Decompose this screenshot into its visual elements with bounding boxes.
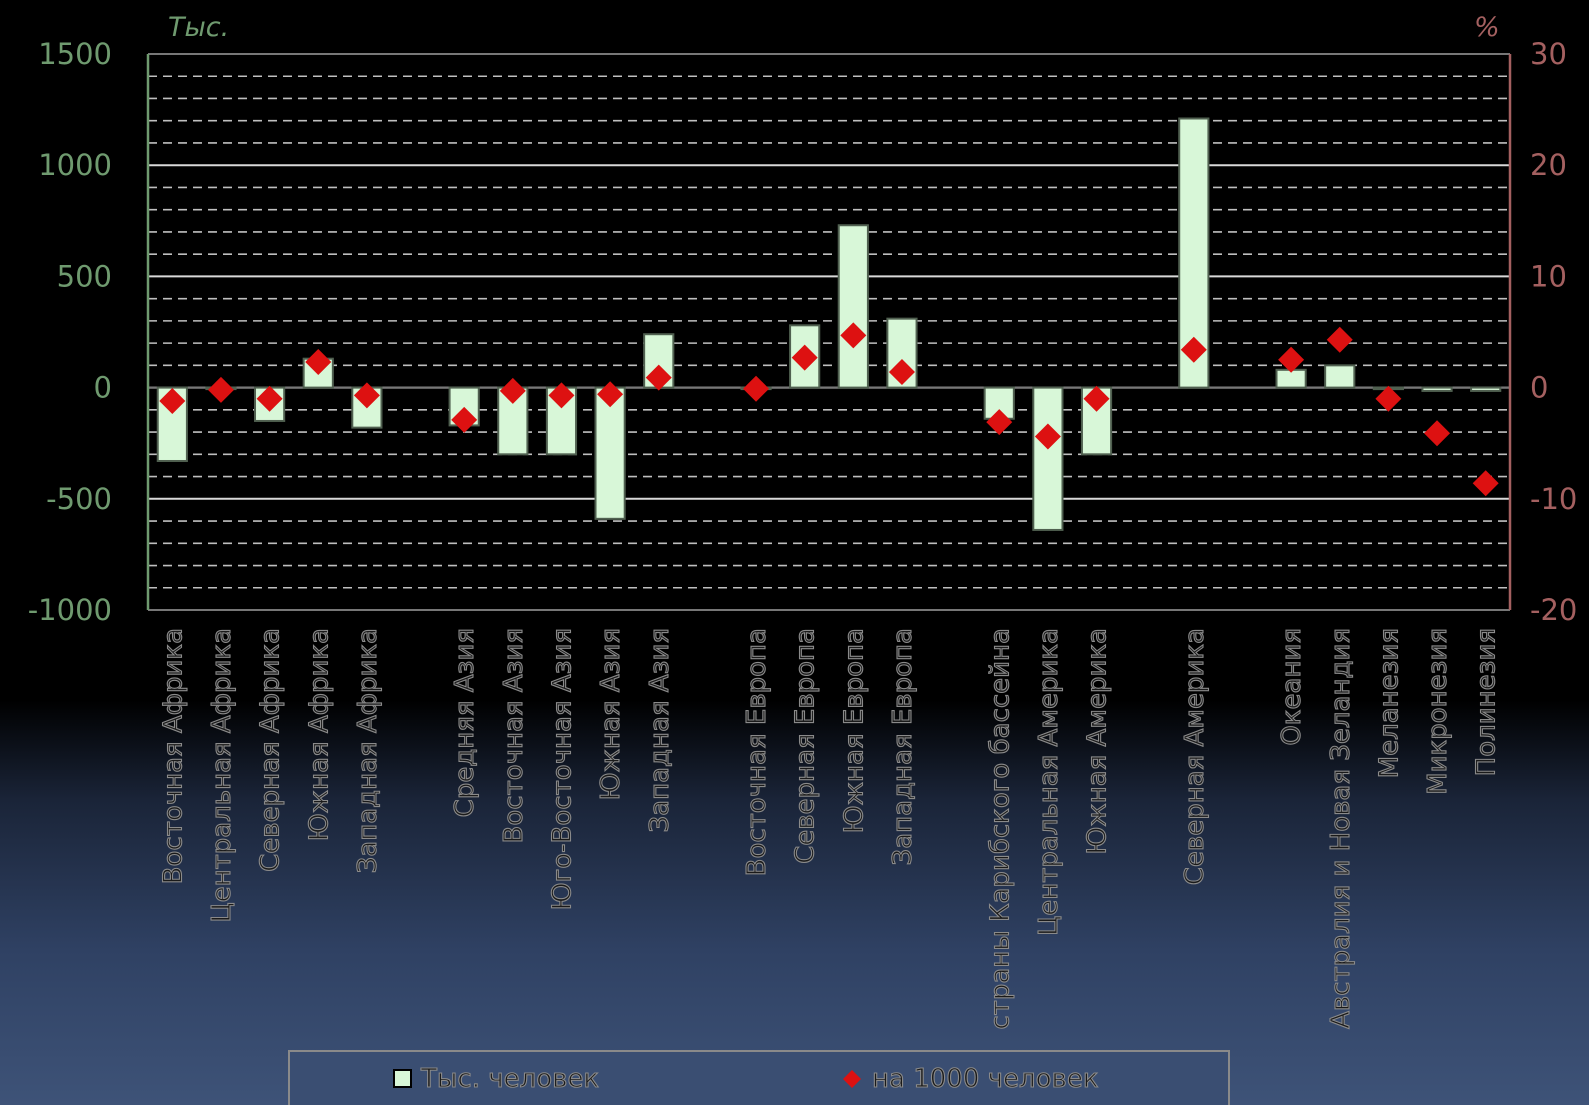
category-label: Южная Европа <box>839 628 869 833</box>
category-label: Южная Америка <box>1083 628 1113 855</box>
marker <box>548 382 575 409</box>
bar <box>837 224 869 389</box>
category-label: Западная Азия <box>645 628 675 833</box>
category-label: Восточная Азия <box>499 628 529 843</box>
category-label: Западная Африка <box>353 628 383 873</box>
marker <box>840 322 867 349</box>
right-tick-label: -10 <box>1530 482 1577 516</box>
category-label: Микронезия <box>1423 628 1453 795</box>
category-label: Северная Африка <box>256 628 286 872</box>
left-tick-label: 0 <box>94 371 112 405</box>
right-tick-label: 10 <box>1530 259 1567 293</box>
category-label: Южная Африка <box>304 628 334 841</box>
marker <box>305 349 332 376</box>
category-label: Восточная Европа <box>742 628 772 876</box>
legend-label-bars: Тыс. человек <box>420 1064 599 1094</box>
category-label: Австралия и Новая Зеландия <box>1326 628 1356 1029</box>
category-label: страны Карибского бассейна <box>985 628 1015 1030</box>
bars-layer <box>156 117 1502 531</box>
category-label: Северная Америка <box>1180 628 1210 885</box>
category-label: Северная Европа <box>791 628 821 864</box>
marker <box>1375 385 1402 412</box>
category-label: Юго-Восточная Азия <box>547 628 577 910</box>
right-tick-label: 0 <box>1530 371 1548 405</box>
marker <box>1326 326 1353 353</box>
legend-label-markers: на 1000 человек <box>872 1064 1099 1094</box>
marker <box>1083 385 1110 412</box>
marker <box>451 406 478 433</box>
legend-box <box>288 1050 1230 1105</box>
marker <box>159 387 186 414</box>
category-labels: Восточная Африка Центральная Африка Северн… <box>158 627 1502 1030</box>
marker <box>1278 346 1305 373</box>
category-label: Полинезия <box>1472 628 1502 776</box>
category-label: Центральная Америка <box>1034 628 1064 936</box>
bar <box>983 386 1015 420</box>
grid-layer <box>148 75 1510 589</box>
category-label: Западная Европа <box>888 628 918 865</box>
category-label: Южная Азия <box>596 628 626 800</box>
marker <box>207 376 234 403</box>
bar <box>1324 364 1356 389</box>
marker <box>1472 470 1499 497</box>
marker <box>743 375 770 402</box>
legend: Тыс. человек на 1000 человек <box>288 1050 1230 1105</box>
marker <box>1034 423 1061 450</box>
left-tick-label: 1000 <box>38 148 112 182</box>
marker <box>499 377 526 404</box>
bar <box>1470 386 1502 392</box>
category-label: Океания <box>1277 628 1307 746</box>
ticks-layer: 1500 1000 500 0 -500 -1000 30 20 10 0 -10 -20 <box>28 37 1578 627</box>
right-tick-label: 30 <box>1530 37 1567 71</box>
marker <box>888 359 915 386</box>
legend-swatch-bars <box>393 1069 412 1088</box>
category-label: Меланезия <box>1374 628 1404 778</box>
category-label: Восточная Африка <box>158 628 188 884</box>
marker <box>1180 336 1207 363</box>
left-axis-unit: Тыс. <box>168 12 229 43</box>
right-tick-label: 20 <box>1530 148 1567 182</box>
left-tick-label: -500 <box>46 482 112 516</box>
marker <box>597 381 624 408</box>
right-tick-label: -20 <box>1530 593 1577 627</box>
bar <box>1032 386 1064 531</box>
category-label: Средняя Азия <box>450 628 480 817</box>
axes-layer <box>146 53 1512 611</box>
category-label: Центральная Африка <box>207 628 237 923</box>
marker <box>353 382 380 409</box>
left-tick-label: 500 <box>57 259 112 293</box>
legend-swatch-markers <box>843 1070 861 1088</box>
marker <box>645 364 672 391</box>
bar <box>594 386 626 520</box>
marker <box>256 385 283 412</box>
marker <box>791 344 818 371</box>
bar <box>1421 386 1453 392</box>
left-tick-label: -1000 <box>28 593 112 627</box>
markers-layer <box>159 322 1499 497</box>
left-tick-label: 1500 <box>38 37 112 71</box>
marker <box>1424 420 1451 447</box>
right-axis-unit: % <box>1474 12 1500 43</box>
marker <box>986 409 1013 436</box>
